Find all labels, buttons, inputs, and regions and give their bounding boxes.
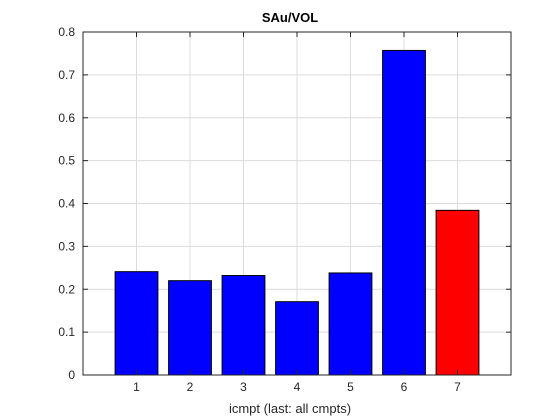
x-tick-label: 2 bbox=[187, 380, 194, 394]
x-axis-ticks: 1 2 3 4 5 6 7 bbox=[133, 32, 461, 394]
y-tick-label: 0.1 bbox=[58, 325, 75, 339]
y-tick-label: 0.2 bbox=[58, 282, 75, 296]
y-tick-label: 0.4 bbox=[58, 197, 75, 211]
bar-5 bbox=[328, 272, 373, 376]
y-tick-label: 0.8 bbox=[58, 25, 75, 39]
y-axis-ticks: 0 0.1 0.2 0.3 0.4 0.5 0.6 0.7 0.8 bbox=[58, 25, 511, 382]
y-tick-label: 0.7 bbox=[58, 68, 75, 82]
y-tick-label: 0.3 bbox=[58, 239, 75, 253]
y-tick-label: 0.5 bbox=[58, 154, 75, 168]
chart-title: SAu/VOL bbox=[262, 10, 318, 25]
bar-6 bbox=[382, 49, 426, 376]
x-tick-label: 5 bbox=[347, 380, 354, 394]
x-tick-label: 7 bbox=[454, 380, 461, 394]
x-tick-label: 3 bbox=[240, 380, 247, 394]
bar-3 bbox=[221, 275, 266, 376]
bar-1 bbox=[114, 271, 159, 376]
bar-4 bbox=[275, 301, 319, 376]
bar-7 bbox=[435, 209, 480, 376]
y-tick-label: 0.6 bbox=[58, 111, 75, 125]
y-tick-label: 0 bbox=[68, 368, 75, 382]
x-tick-label: 4 bbox=[294, 380, 301, 394]
x-axis-label: icmpt (last: all cmpts) bbox=[229, 401, 351, 416]
bar-2 bbox=[168, 280, 212, 376]
bars bbox=[114, 49, 480, 376]
x-tick-label: 1 bbox=[133, 380, 140, 394]
x-tick-label: 6 bbox=[401, 380, 408, 394]
